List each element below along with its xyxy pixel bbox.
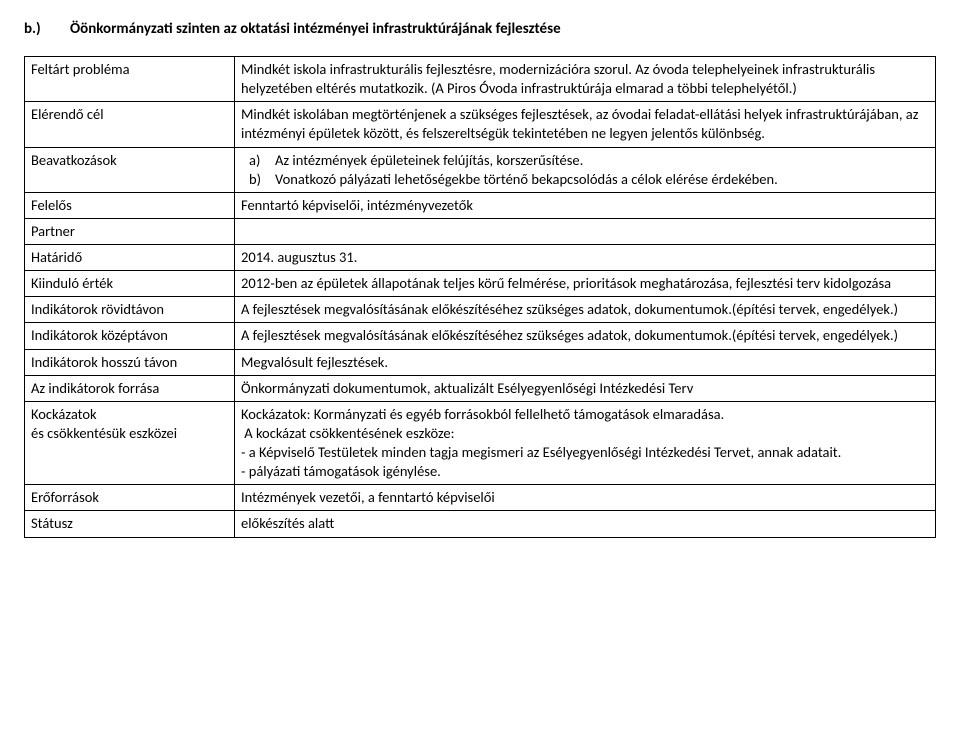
list-item-text: Az intézmények épületeinek felújítás, ko… — [275, 151, 583, 169]
section-heading: b.) Öönkormányzati szinten az oktatási i… — [24, 20, 936, 38]
row-label: Feltárt probléma — [25, 57, 235, 102]
row-label: Partner — [25, 218, 235, 244]
table-row: Indikátorok hosszú távon Megvalósult fej… — [25, 349, 936, 375]
heading-text: Öönkormányzati szinten az oktatási intéz… — [70, 20, 936, 38]
table-row: Kockázatok és csökkentésük eszközei Kock… — [25, 401, 936, 485]
row-value: Önkormányzati dokumentumok, aktualizált … — [235, 375, 936, 401]
row-value: Fenntartó képviselői, intézményvezetők — [235, 192, 936, 218]
row-value: Intézmények vezetői, a fenntartó képvise… — [235, 485, 936, 511]
table-row: Feltárt probléma Mindkét iskola infrastr… — [25, 57, 936, 102]
table-row: Határidő 2014. augusztus 31. — [25, 245, 936, 271]
row-value: Mindkét iskola infrastrukturális fejlesz… — [235, 57, 936, 102]
row-value: előkészítés alatt — [235, 511, 936, 537]
row-label: Határidő — [25, 245, 235, 271]
row-value: Mindkét iskolában megtörténjenek a szüks… — [235, 102, 936, 147]
table-row: Az indikátorok forrása Önkormányzati dok… — [25, 375, 936, 401]
table-row: Elérendő cél Mindkét iskolában megtörtén… — [25, 102, 936, 147]
row-value: 2014. augusztus 31. — [235, 245, 936, 271]
row-label: Indikátorok középtávon — [25, 323, 235, 349]
row-value: A fejlesztések megvalósításának előkészí… — [235, 297, 936, 323]
row-label: Erőforrások — [25, 485, 235, 511]
table-row: Felelős Fenntartó képviselői, intézményv… — [25, 192, 936, 218]
row-label: Kockázatok és csökkentésük eszközei — [25, 401, 235, 485]
document-page: b.) Öönkormányzati szinten az oktatási i… — [0, 0, 960, 578]
row-label: Kiinduló érték — [25, 271, 235, 297]
row-value: 2012-ben az épületek állapotának teljes … — [235, 271, 936, 297]
row-label: Státusz — [25, 511, 235, 537]
heading-tag: b.) — [24, 20, 70, 38]
row-label: Beavatkozások — [25, 147, 235, 192]
table-row: Kiinduló érték 2012-ben az épületek álla… — [25, 271, 936, 297]
table-row: Partner — [25, 218, 936, 244]
row-value — [235, 218, 936, 244]
row-label: Indikátorok rövidtávon — [25, 297, 235, 323]
row-value: Kockázatok: Kormányzati és egyéb forráso… — [235, 401, 936, 485]
intervention-list: a) Az intézmények épületeinek felújítás,… — [241, 151, 929, 189]
table-row: Státusz előkészítés alatt — [25, 511, 936, 537]
table-row: Indikátorok rövidtávon A fejlesztések me… — [25, 297, 936, 323]
row-label: Elérendő cél — [25, 102, 235, 147]
table-row: Beavatkozások a) Az intézmények épületei… — [25, 147, 936, 192]
list-item: a) Az intézmények épületeinek felújítás,… — [275, 151, 929, 170]
details-table: Feltárt probléma Mindkét iskola infrastr… — [24, 56, 936, 538]
row-label: Felelős — [25, 192, 235, 218]
list-marker: a) — [249, 151, 260, 170]
row-value: a) Az intézmények épületeinek felújítás,… — [235, 147, 936, 192]
list-item: b) Vonatkozó pályázati lehetőségekbe tör… — [275, 170, 929, 189]
list-item-text: Vonatkozó pályázati lehetőségekbe történ… — [275, 170, 778, 188]
row-value: A fejlesztések megvalósításának előkészí… — [235, 323, 936, 349]
row-label: Indikátorok hosszú távon — [25, 349, 235, 375]
table-row: Erőforrások Intézmények vezetői, a fennt… — [25, 485, 936, 511]
row-label: Az indikátorok forrása — [25, 375, 235, 401]
list-marker: b) — [249, 170, 261, 189]
table-row: Indikátorok középtávon A fejlesztések me… — [25, 323, 936, 349]
row-value: Megvalósult fejlesztések. — [235, 349, 936, 375]
